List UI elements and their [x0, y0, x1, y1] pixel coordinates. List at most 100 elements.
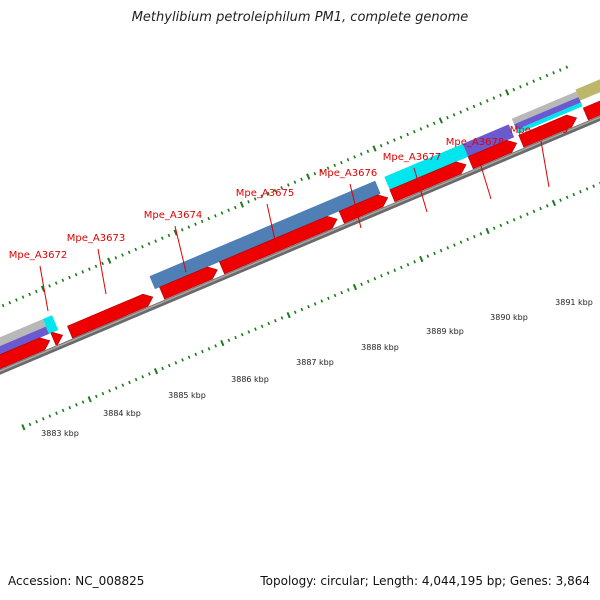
feature-tracks [0, 79, 600, 355]
lower-tick [207, 347, 211, 351]
upper-tick [134, 247, 138, 252]
gene-label-leader [97, 248, 107, 295]
scale-label: 3888 kbp [361, 343, 399, 352]
lower-tick [300, 307, 304, 312]
lower-tick [512, 218, 516, 222]
lower-tick [128, 380, 131, 385]
backbone-line [0, 115, 600, 375]
feature-band [0, 326, 50, 355]
upper-tick [446, 115, 449, 120]
upper-tick [340, 160, 343, 165]
upper-tick [413, 129, 416, 134]
lower-tick [214, 344, 218, 348]
lower-tick [220, 339, 225, 347]
upper-tick [539, 76, 542, 81]
lower-tick [68, 405, 72, 410]
lower-tick [585, 187, 589, 191]
gene-label: Mpe_A3674 [144, 210, 202, 221]
gene-label: Mpe_A3679 [510, 125, 568, 136]
scale-labels: 3883 kbp 3884 kbp 3885 kbp 3886 kbp 3887 kbp… [41, 298, 593, 438]
gene-label: Mpe_A3672 [9, 250, 67, 261]
gene-arrow [159, 266, 218, 300]
upper-tick [34, 289, 38, 294]
lower-tick [539, 206, 542, 211]
upper-tick [68, 275, 71, 280]
lower-tick [101, 391, 105, 396]
lower-tick [201, 349, 204, 354]
accession-text: Accession: NC_008825 [8, 574, 145, 588]
lower-tick [565, 195, 569, 200]
upper-tick [432, 121, 436, 125]
lower-tick [313, 302, 317, 306]
upper-tick [88, 267, 91, 271]
lower-tick [254, 327, 257, 331]
upper-tick [320, 169, 323, 173]
upper-tick [379, 144, 383, 148]
lower-tick [426, 254, 430, 258]
lower-tick [373, 276, 377, 281]
upper-tick [101, 261, 104, 266]
upper-tick [267, 191, 270, 196]
upper-tick [154, 239, 158, 243]
feature-band [575, 79, 600, 101]
lower-tick [187, 355, 191, 359]
upper-tick [40, 285, 46, 292]
upper-tick [300, 177, 303, 182]
upper-tick [386, 141, 390, 145]
upper-tick [160, 236, 164, 240]
upper-tick [326, 166, 330, 170]
lower-tick [134, 377, 138, 382]
lower-tick [121, 383, 125, 387]
upper-tick [239, 201, 244, 208]
upper-tick [393, 138, 396, 142]
gene-arrow [219, 215, 338, 275]
lower-tick [526, 212, 529, 216]
lower-tick [161, 366, 164, 371]
lower-tick [413, 260, 416, 264]
upper-tick [406, 132, 410, 137]
upper-tick [214, 214, 217, 218]
upper-tick [333, 163, 337, 168]
gene-arrow [518, 114, 578, 148]
gene-label-leader [174, 225, 187, 273]
upper-tick [438, 117, 443, 124]
upper-tick [532, 79, 536, 83]
gene-arrows [0, 100, 600, 370]
lower-tick [234, 335, 237, 340]
lower-tick [499, 223, 503, 228]
upper-tick [353, 155, 356, 159]
lower-tick [267, 321, 271, 326]
map-title: Methylibium petroleiphilum PM1, complete… [131, 10, 469, 25]
tick-marks [1, 65, 600, 431]
gene-arrow [467, 140, 518, 170]
lower-tick [386, 271, 390, 275]
gene-label: Mpe_A3676 [319, 168, 377, 179]
gene-label-leader [39, 265, 49, 312]
scale-label: 3887 kbp [296, 358, 334, 367]
upper-tick [419, 127, 423, 131]
lower-tick [433, 251, 436, 256]
gene-arrow [582, 100, 600, 121]
feature-band [149, 180, 381, 290]
upper-tick [545, 73, 549, 78]
upper-tick [499, 93, 502, 97]
lower-tick [485, 227, 490, 235]
upper-tick [485, 99, 489, 103]
lower-tick [333, 293, 337, 298]
lower-tick [181, 358, 184, 362]
upper-tick [372, 145, 377, 152]
gene-arrow [389, 161, 467, 203]
lower-tick [360, 282, 363, 286]
lower-tick [194, 352, 198, 357]
upper-tick [525, 82, 529, 86]
upper-tick [74, 272, 78, 277]
lower-tick [61, 408, 65, 413]
gene-arrow [50, 332, 64, 346]
scale-label: 3890 kbp [490, 313, 528, 322]
scale-label: 3889 kbp [426, 327, 464, 336]
topology-text: Topology: circular; Length: 4,044,195 bp… [260, 574, 590, 588]
upper-tick [505, 89, 510, 96]
feature-band [42, 315, 59, 334]
scale-label: 3891 kbp [555, 298, 593, 307]
